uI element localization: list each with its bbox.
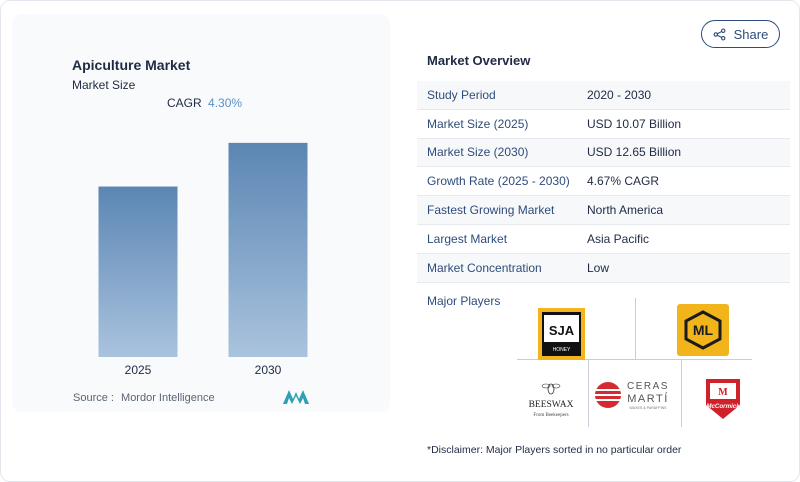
chart-title: Apiculture Market [72, 57, 191, 73]
overview-row-growth-rate: Growth Rate (2025 - 2030) 4.67% CAGR [417, 167, 790, 197]
overview-label: Market Concentration [427, 260, 542, 275]
overview-row-study-period: Study Period 2020 - 2030 [417, 81, 790, 110]
overview-label: Largest Market [427, 231, 508, 246]
beeswax-logo: BEESWAX From Beekeepers [518, 380, 584, 422]
cagr-text: CAGR 4.30% [167, 96, 242, 110]
mordor-intelligence-logo [283, 390, 309, 404]
overview-value: North America [587, 203, 664, 218]
bar-2030 [228, 142, 308, 357]
svg-text:HONEY: HONEY [553, 347, 571, 353]
share-label: Share [733, 26, 769, 42]
overview-table: Study Period 2020 - 2030 Market Size (20… [417, 81, 790, 283]
cagr-value: 4.30% [208, 96, 243, 110]
players-divider [517, 359, 752, 360]
svg-text:WAXES & PARAFFINS: WAXES & PARAFFINS [629, 406, 667, 410]
overview-value: Asia Pacific [587, 231, 650, 246]
share-button[interactable]: Share [701, 20, 780, 48]
ml-logo: ML [677, 304, 729, 356]
disclaimer: *Disclaimer: Major Players sorted in no … [427, 444, 682, 456]
source-value: Mordor Intelligence [121, 392, 215, 404]
svg-text:BEESWAX: BEESWAX [529, 400, 574, 410]
ceras-marti-logo: CERAS MARTÍ WAXES & PARAFFINS [594, 377, 676, 413]
svg-text:ML: ML [693, 322, 714, 338]
bar-layer: 2025 2030 [98, 142, 308, 377]
chart-card [12, 14, 390, 412]
overview-value: 4.67% CAGR [587, 174, 660, 189]
overview-row-market-size-2030: Market Size (2030) USD 12.65 Billion [417, 138, 790, 168]
svg-text:MARTÍ: MARTÍ [627, 392, 669, 405]
cagr-label: CAGR [167, 96, 202, 110]
players-divider [635, 298, 636, 360]
overview-value: USD 10.07 Billion [587, 116, 682, 131]
mccormick-logo: M McCormick [702, 375, 744, 423]
overview-row-market-size-2025: Market Size (2025) USD 10.07 Billion [417, 110, 790, 139]
overview-value: USD 12.65 Billion [587, 145, 682, 160]
bar-2025 [98, 186, 178, 357]
svg-text:From Beekeepers: From Beekeepers [533, 413, 568, 418]
overview-row-concentration: Market Concentration Low [417, 253, 790, 283]
overview-label: Fastest Growing Market [427, 203, 555, 218]
overview-label: Market Size (2030) [427, 145, 529, 160]
overview-title: Market Overview [427, 53, 531, 68]
overview-value: 2020 - 2030 [587, 87, 652, 102]
sja-honey-logo: SJA HONEY [538, 308, 585, 360]
overview-row-fastest-growing: Fastest Growing Market North America [417, 196, 790, 225]
share-icon [713, 28, 726, 40]
source-line: Source : Mordor Intelligence [73, 392, 215, 404]
x-tick-label: 2030 [255, 363, 282, 377]
source-label: Source : [73, 392, 114, 404]
bar-chart: 2025 2030 [98, 142, 308, 377]
major-players-title: Major Players [427, 294, 501, 308]
svg-text:CERAS: CERAS [627, 381, 669, 392]
overview-label: Market Size (2025) [427, 116, 529, 131]
svg-text:McCormick: McCormick [706, 403, 740, 410]
svg-text:M: M [718, 387, 728, 398]
overview-row-largest-market: Largest Market Asia Pacific [417, 225, 790, 254]
x-tick-label: 2025 [125, 363, 152, 377]
overview-value: Low [587, 260, 610, 275]
players-divider [588, 359, 589, 427]
overview-label: Study Period [427, 87, 496, 102]
svg-text:SJA: SJA [549, 323, 575, 338]
overview-label: Growth Rate (2025 - 2030) [427, 174, 570, 189]
chart-subtitle: Market Size [72, 78, 136, 92]
players-divider [681, 359, 682, 427]
